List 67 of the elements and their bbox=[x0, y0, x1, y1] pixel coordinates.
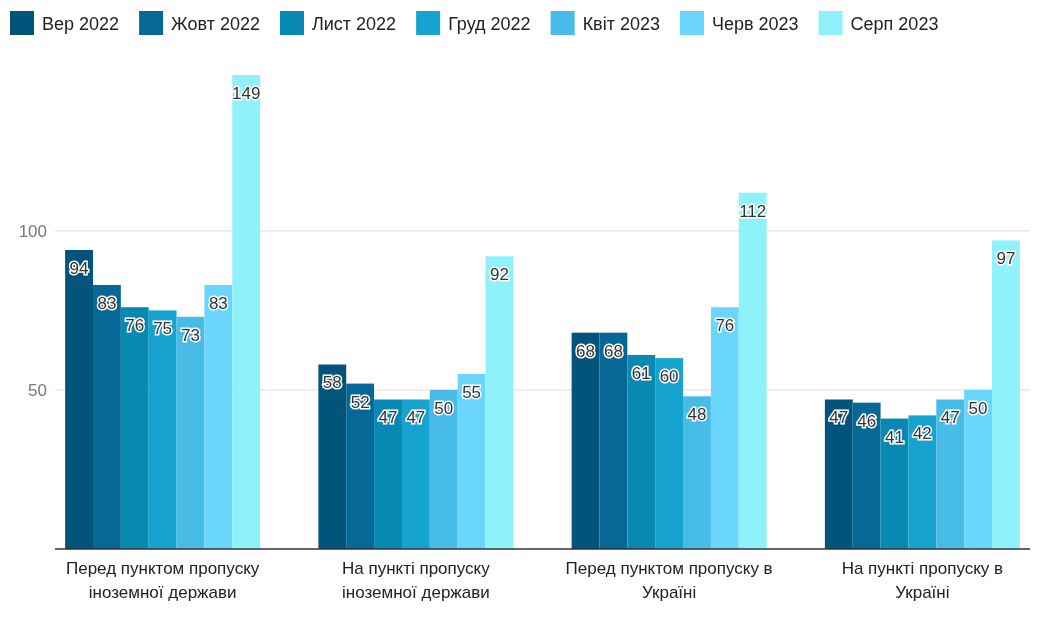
bar bbox=[65, 249, 93, 549]
bar bbox=[204, 284, 233, 549]
data-label: 73 bbox=[181, 325, 200, 345]
legend-label: Лист 2022 bbox=[311, 14, 397, 34]
legend-label: Жовт 2022 bbox=[171, 14, 260, 34]
data-label: 83 bbox=[97, 293, 117, 313]
bar bbox=[936, 399, 965, 549]
bar bbox=[738, 192, 767, 549]
x-tick-label: Перед пунктом пропуску в Україні bbox=[565, 559, 773, 602]
data-label: 52 bbox=[350, 392, 370, 412]
bar bbox=[148, 310, 177, 549]
data-label: 97 bbox=[996, 249, 1016, 269]
data-label: 41 bbox=[885, 427, 904, 447]
bar bbox=[683, 396, 711, 549]
data-label: 94 bbox=[69, 258, 89, 278]
bar bbox=[457, 374, 486, 549]
data-label: 46 bbox=[857, 411, 877, 431]
bar bbox=[710, 307, 739, 549]
legend-label: Вер 2022 bbox=[42, 14, 120, 34]
y-tick-label: 100 bbox=[18, 221, 47, 241]
bar bbox=[176, 316, 205, 549]
data-label: 76 bbox=[125, 316, 145, 336]
legend-label: Квіт 2023 bbox=[582, 14, 660, 34]
data-label: 68 bbox=[576, 341, 596, 361]
data-label: 55 bbox=[462, 383, 482, 403]
data-label: 112 bbox=[739, 201, 767, 221]
bar bbox=[318, 364, 347, 549]
data-label: 48 bbox=[687, 405, 707, 425]
data-label: 61 bbox=[631, 363, 651, 383]
data-label: 47 bbox=[940, 408, 960, 428]
data-label: 47 bbox=[406, 408, 426, 428]
data-label: 42 bbox=[912, 424, 932, 444]
bar bbox=[232, 75, 261, 549]
data-label: 83 bbox=[208, 293, 228, 313]
bar bbox=[992, 240, 1020, 549]
bar bbox=[852, 402, 881, 549]
bar bbox=[655, 358, 684, 549]
data-label: 76 bbox=[715, 316, 735, 336]
bar bbox=[92, 284, 121, 549]
x-tick-label: На пункті пропуску в Україні bbox=[841, 559, 1004, 602]
bar bbox=[401, 399, 430, 549]
data-label: 47 bbox=[829, 408, 849, 428]
data-label: 60 bbox=[659, 367, 679, 387]
data-label: 68 bbox=[603, 341, 623, 361]
legend-label: Черв 2023 bbox=[711, 14, 799, 34]
data-label: 58 bbox=[322, 373, 342, 393]
x-tick-label: Перед пунктом пропуску іноземної держави bbox=[65, 559, 260, 602]
data-label: 149 bbox=[232, 84, 261, 103]
bar bbox=[571, 332, 600, 549]
data-label: 92 bbox=[489, 265, 509, 285]
bar bbox=[346, 383, 375, 549]
data-label: 47 bbox=[378, 408, 398, 428]
legend-label: Серп 2023 bbox=[850, 14, 939, 34]
data-label: 75 bbox=[153, 319, 173, 339]
bar bbox=[908, 415, 937, 549]
bar bbox=[599, 332, 628, 549]
bar bbox=[964, 389, 993, 549]
bar bbox=[120, 307, 149, 549]
x-tick-label: На пункті пропуску іноземної держави bbox=[342, 559, 491, 602]
bar bbox=[627, 354, 656, 549]
bar bbox=[374, 399, 402, 549]
legend-label: Груд 2022 bbox=[448, 14, 531, 34]
bar bbox=[429, 389, 458, 549]
data-label: 50 bbox=[968, 398, 988, 418]
data-label: 50 bbox=[434, 398, 454, 418]
bar bbox=[485, 256, 514, 549]
bar bbox=[824, 399, 853, 549]
